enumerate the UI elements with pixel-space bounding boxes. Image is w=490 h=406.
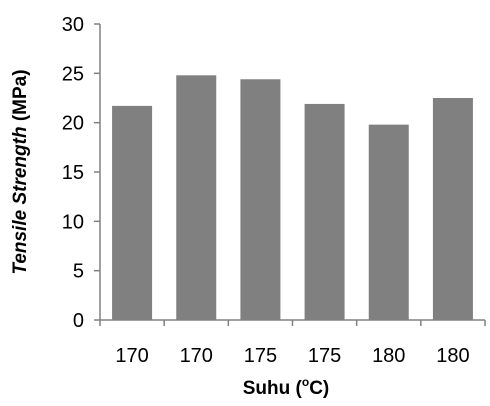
bar xyxy=(304,103,345,320)
y-axis-title: Tensile Strength (MPa) xyxy=(10,69,31,274)
x-tick-label: 180 xyxy=(436,345,469,367)
x-axis-title-main: Suhu ( xyxy=(243,378,303,399)
y-tick-label: 20 xyxy=(62,113,84,135)
x-axis-title: Suhu (oC) xyxy=(243,375,330,399)
y-axis-ticks: 0 5 10 15 20 25 30 xyxy=(62,14,100,332)
y-tick-label: 30 xyxy=(62,14,84,36)
bar xyxy=(176,75,217,320)
y-tick-label: 10 xyxy=(62,211,84,233)
y-tick-label: 0 xyxy=(73,310,84,332)
x-tick-label: 175 xyxy=(244,345,277,367)
y-tick-label: 5 xyxy=(73,261,84,283)
y-axis-title-unit: (MPa) xyxy=(10,69,31,126)
y-axis-title-italic: Tensile Strength xyxy=(10,126,31,274)
y-tick-label: 25 xyxy=(62,63,84,85)
y-tick-label: 15 xyxy=(62,162,84,184)
bars xyxy=(112,75,473,321)
x-tick-label: 180 xyxy=(372,345,405,367)
x-tick-label: 170 xyxy=(180,345,213,367)
bar xyxy=(432,98,473,320)
bar xyxy=(368,124,409,320)
x-tick-label: 175 xyxy=(308,345,341,367)
x-axis-title-end: C) xyxy=(309,378,329,399)
bar xyxy=(240,79,281,321)
x-axis-title-sup: o xyxy=(302,375,309,389)
x-axis-ticks: 170 170 175 175 180 180 xyxy=(99,320,486,367)
x-tick-label: 170 xyxy=(115,345,148,367)
bar xyxy=(112,105,153,320)
